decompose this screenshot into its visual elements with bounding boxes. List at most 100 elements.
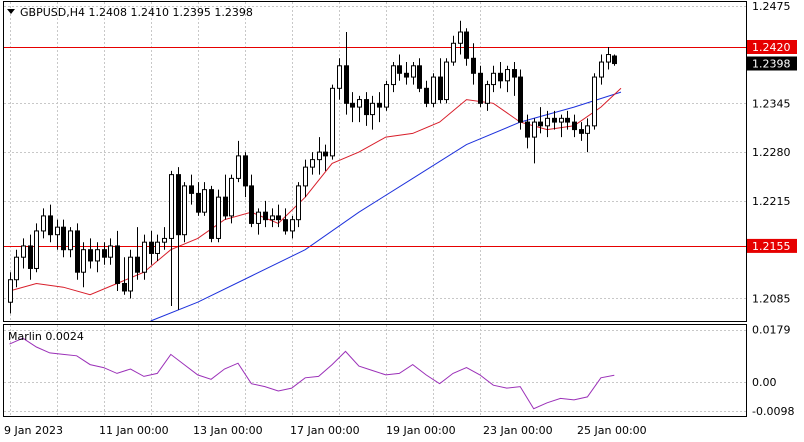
candle [303, 159, 308, 198]
candle [108, 238, 113, 265]
candle-body [216, 196, 221, 239]
level-label-bg [747, 238, 797, 253]
candle [34, 223, 39, 273]
candle-body [202, 189, 207, 213]
candle [68, 227, 73, 258]
candle [323, 144, 328, 171]
candle-body [545, 117, 550, 127]
candle-body [34, 230, 39, 269]
candle-body [243, 155, 248, 187]
main-pane-frame [3, 1, 747, 322]
candle-body [283, 219, 288, 232]
candle-body [296, 185, 301, 221]
candle-body [209, 189, 214, 239]
candle [532, 118, 537, 164]
candle-body [182, 185, 187, 236]
candle [538, 107, 543, 134]
candle [485, 80, 490, 111]
candle [223, 174, 228, 220]
candle [391, 62, 396, 93]
candle [431, 73, 436, 108]
candle [169, 170, 174, 306]
candle-body [518, 76, 523, 123]
candle [491, 65, 496, 93]
candle [565, 110, 570, 130]
candle [216, 189, 221, 243]
candle-body [357, 99, 362, 108]
candle-body [458, 31, 463, 44]
ma-fast-line [9, 87, 622, 296]
candle-body [303, 166, 308, 187]
candle-body [122, 282, 127, 292]
marlin-title: Marlin 0.0024 [8, 330, 84, 343]
candle-body [391, 65, 396, 86]
candle-body [149, 241, 154, 254]
candle-body [350, 102, 355, 108]
candle [243, 152, 248, 198]
candle-body [471, 57, 476, 74]
x-tick-label: 11 Jan 00:00 [99, 424, 169, 437]
x-tick-label: 13 Jan 00:00 [193, 424, 263, 437]
candle-body [95, 249, 100, 262]
candle [606, 47, 611, 70]
candle-body [464, 31, 469, 59]
level-label-bg [747, 40, 797, 54]
y-tick-label: 1.2215 [752, 195, 791, 208]
candle [14, 249, 19, 288]
candle [552, 110, 557, 130]
candle-body [189, 185, 194, 194]
candle-body [28, 245, 33, 269]
candle [350, 92, 355, 123]
candle [263, 200, 268, 228]
candle-body [572, 121, 577, 131]
candle [283, 208, 288, 235]
candle [61, 219, 66, 258]
candle-body [102, 249, 107, 258]
candle [384, 80, 389, 111]
marlin-line [9, 337, 615, 410]
candle-body [236, 155, 241, 179]
candle-body [498, 72, 503, 82]
candle [176, 167, 181, 310]
candle-body [451, 42, 456, 63]
candle-body [229, 177, 234, 217]
candle [296, 182, 301, 228]
y-tick-label: 1.2345 [752, 97, 791, 110]
candle-body [249, 185, 254, 224]
candle-body [377, 102, 382, 108]
candle-body [330, 87, 335, 157]
symbol-line: GBPUSD,H4 1.2408 1.2410 1.2395 1.2398 [20, 6, 253, 19]
candle-body [270, 215, 275, 221]
candle-body [142, 241, 147, 273]
candle-body [424, 87, 429, 104]
candle-body [68, 230, 73, 251]
candle [411, 62, 416, 85]
candle-body [559, 117, 564, 123]
candle-body [599, 61, 604, 78]
candle [189, 174, 194, 205]
candle-body [538, 121, 543, 127]
candle [357, 95, 362, 123]
candle [209, 185, 214, 243]
candle-body [579, 129, 584, 134]
candle-body [55, 226, 60, 236]
candle [128, 249, 133, 299]
candle-body [48, 215, 53, 236]
current-price-label-bg [747, 56, 797, 71]
time-axis: 9 Jan 2023 11 Jan 00:00 13 Jan 00:00 17 … [4, 424, 647, 437]
candle [464, 28, 469, 66]
candle [202, 182, 207, 216]
candle [337, 58, 342, 100]
candle [585, 118, 590, 153]
candle-body [512, 69, 517, 78]
candle [478, 65, 483, 108]
price-axis: 1.2475 1.2345 1.2280 1.2215 1.2085 [752, 0, 791, 306]
candle [256, 208, 261, 235]
candle [196, 182, 201, 216]
collapse-triangle-icon[interactable] [7, 9, 15, 14]
candle-body [41, 215, 46, 232]
y-tick-label: 1.2475 [752, 0, 791, 13]
candle-body [431, 76, 436, 104]
x-tick-label: 23 Jan 00:00 [483, 424, 553, 437]
